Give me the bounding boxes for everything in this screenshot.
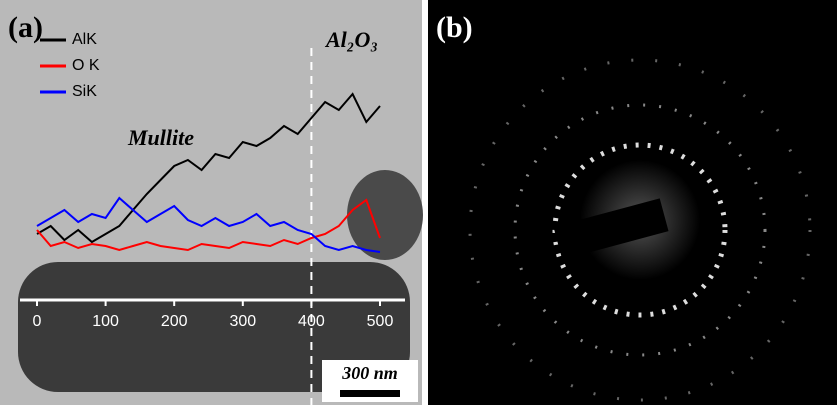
legend-label: SiK <box>72 83 97 100</box>
x-tick-label: 300 <box>229 313 256 330</box>
scale-bar <box>340 390 400 397</box>
x-tick-label: 200 <box>161 313 188 330</box>
panel-a: (a) Mullite Al₂O₃ 300 nm <box>0 0 423 405</box>
legend-label: AlK <box>72 31 97 48</box>
nanorod-tip <box>347 170 423 260</box>
x-tick-label: 500 <box>367 313 394 330</box>
x-tick-label: 0 <box>33 313 42 330</box>
annotation: Al₂O₃ <box>324 27 378 52</box>
panel-label: (a) <box>8 11 43 44</box>
x-tick-label: 100 <box>92 313 119 330</box>
panel-b: (b) <box>428 0 837 405</box>
legend-label: O K <box>72 57 100 74</box>
scale-bar-label: 300 nm <box>341 363 398 383</box>
annotation: Mullite <box>127 125 194 150</box>
figure: (a) Mullite Al₂O₃ 300 nm (b) 01002003004… <box>0 0 837 405</box>
panel-label: (b) <box>436 11 473 44</box>
